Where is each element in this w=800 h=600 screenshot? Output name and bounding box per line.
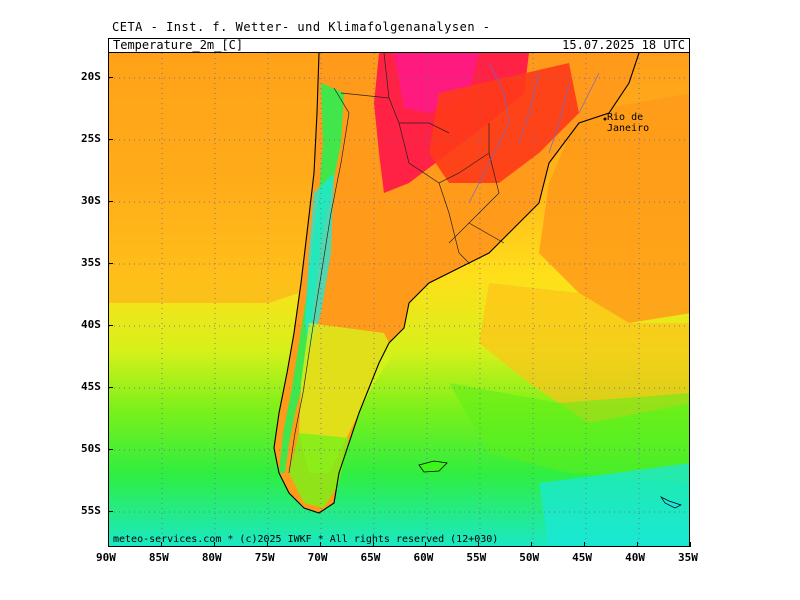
atlantic-cold-zone [539,463,689,546]
longitude-tick [584,542,586,547]
longitude-tick [478,542,480,547]
latitude-tick [108,325,113,326]
longitude-tick [372,542,374,547]
country-borders [288,53,505,474]
latitude-label: 25S [81,132,101,145]
longitude-tick [160,542,162,547]
graticule [109,53,689,546]
latitude-tick [108,511,113,512]
longitude-tick [108,542,109,547]
longitude-label: 80W [201,551,222,564]
latitude-label: 55S [81,504,101,517]
latitude-tick [108,387,113,388]
andes-cold-peak [305,173,334,353]
longitude-tick [266,542,268,547]
latitude-label: 50S [81,442,101,455]
south-georgia [659,496,682,509]
southern-patagonia [289,433,349,508]
copyright-text: meteo-services.com * (c)2025 IWKF * All … [113,534,499,545]
chart-title: CETA - Inst. f. Wetter- und Klimafolgena… [112,20,491,34]
warm-red-region [429,63,579,183]
longitude-tick [425,542,427,547]
rio-marker [603,117,607,121]
coastline [273,53,640,514]
longitude-tick [531,542,533,547]
longitude-label: 90W [96,551,116,564]
atlantic-mid-zone [479,283,689,423]
longitude-tick [690,542,691,547]
map-canvas [109,53,689,546]
temperature-map: Rio de Janeiro meteo-services.com * (c)2… [108,52,690,547]
longitude-label: 60W [413,551,434,564]
pacific-warm-zone [109,53,319,303]
rivers [468,62,600,204]
datetime-label: 15.07.2025 18 UTC [562,38,685,52]
latitude-label: 20S [81,70,101,83]
atlantic-cool-zone [449,383,689,483]
falkland-islands [418,460,448,473]
latitude-tick [108,201,113,202]
longitude-tick [213,542,215,547]
latitude-tick [108,139,113,140]
latitude-label: 45S [81,380,101,393]
longitude-label: 35W [678,551,698,564]
longitude-label: 65W [360,551,381,564]
longitude-label: 40W [625,551,645,564]
longitude-tick [637,542,639,547]
longitude-label: 85W [148,551,169,564]
latitude-label: 35S [81,256,101,269]
city-label-rio: Rio de Janeiro [607,112,650,134]
latitude-label: 30S [81,194,101,207]
longitude-tick [319,542,321,547]
longitude-label: 70W [307,551,328,564]
latitude-tick [108,77,113,78]
longitude-label: 75W [254,551,275,564]
longitude-label: 45W [572,551,593,564]
atlantic-warm-zone [539,93,689,323]
latitude-tick [108,263,113,264]
longitude-label: 50W [519,551,540,564]
header-bar: Temperature_2m_[C] 15.07.2025 18 UTC [108,38,690,52]
parameter-label: Temperature_2m_[C] [113,38,244,52]
latitude-tick [108,449,113,450]
longitude-label: 55W [466,551,487,564]
latitude-label: 40S [81,318,101,331]
